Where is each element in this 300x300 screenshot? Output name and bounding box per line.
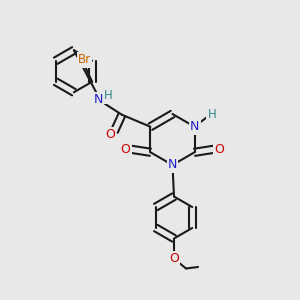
Text: N: N [94,93,103,106]
Text: H: H [208,108,216,121]
Text: N: N [168,158,177,172]
Text: O: O [169,252,179,265]
Text: H: H [104,89,113,102]
Text: O: O [214,143,224,156]
Text: Br: Br [78,53,91,66]
Text: N: N [190,120,199,133]
Text: O: O [121,143,130,156]
Text: O: O [105,128,115,141]
